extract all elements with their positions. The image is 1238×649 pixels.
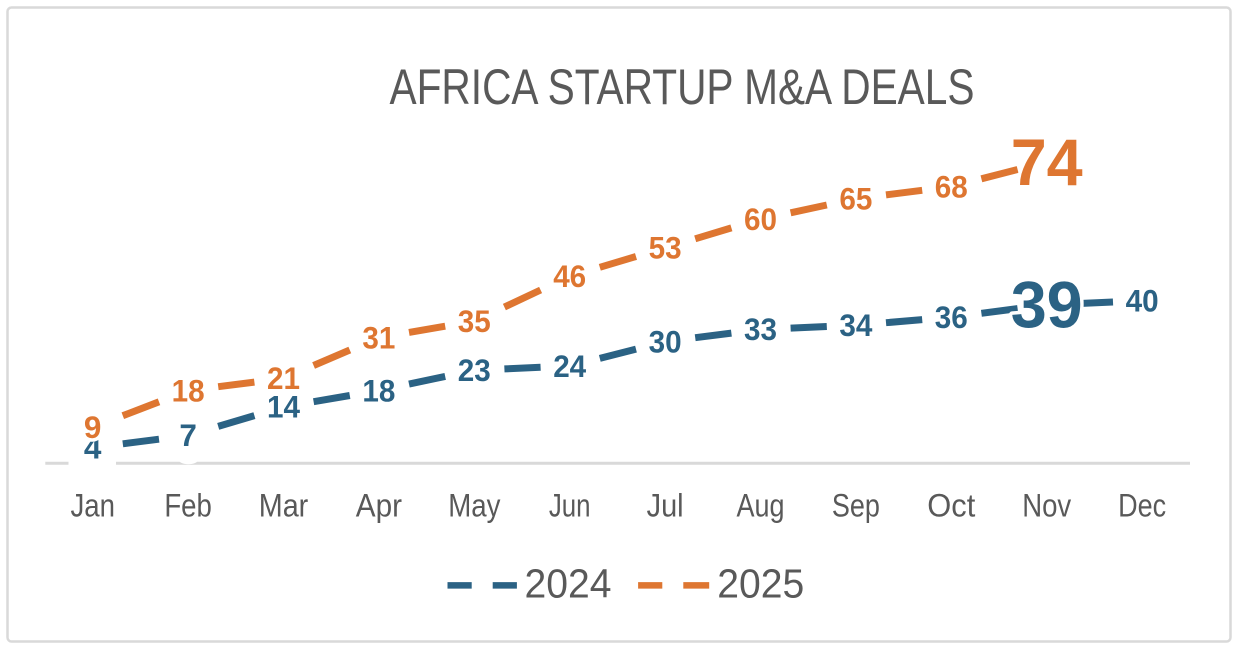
svg-text:60: 60: [744, 201, 777, 237]
svg-text:33: 33: [744, 311, 777, 347]
svg-text:Jan: Jan: [70, 486, 115, 523]
svg-text:68: 68: [935, 168, 968, 204]
svg-text:Mar: Mar: [259, 486, 309, 523]
svg-text:35: 35: [458, 303, 491, 339]
svg-text:14: 14: [267, 389, 300, 425]
svg-text:39: 39: [1011, 268, 1083, 342]
svg-text:18: 18: [362, 372, 395, 408]
svg-text:40: 40: [1126, 283, 1159, 319]
svg-text:31: 31: [362, 319, 395, 355]
svg-text:21: 21: [267, 360, 300, 396]
svg-text:4: 4: [84, 430, 102, 466]
svg-text:23: 23: [458, 352, 491, 388]
svg-text:39: 39: [1011, 268, 1083, 342]
svg-text:18: 18: [362, 372, 395, 408]
svg-text:2025: 2025: [717, 561, 804, 607]
svg-text:35: 35: [458, 303, 491, 339]
svg-text:74: 74: [1011, 125, 1083, 199]
svg-text:Jun: Jun: [549, 486, 591, 523]
svg-text:Nov: Nov: [1022, 486, 1072, 523]
svg-text:68: 68: [935, 168, 968, 204]
svg-text:30: 30: [649, 323, 682, 359]
svg-text:23: 23: [458, 352, 491, 388]
svg-text:Feb: Feb: [164, 486, 212, 523]
svg-text:9: 9: [84, 409, 102, 445]
svg-text:Aug: Aug: [737, 486, 785, 523]
svg-text:7: 7: [179, 417, 197, 453]
svg-text:24: 24: [553, 348, 586, 384]
svg-text:Jul: Jul: [647, 486, 684, 523]
svg-text:May: May: [448, 486, 501, 523]
svg-text:60: 60: [744, 201, 777, 237]
svg-text:65: 65: [839, 181, 872, 217]
svg-text:30: 30: [649, 323, 682, 359]
svg-text:46: 46: [553, 258, 586, 294]
svg-text:40: 40: [1126, 283, 1159, 319]
svg-text:Oct: Oct: [927, 486, 975, 523]
svg-text:18: 18: [172, 372, 205, 408]
svg-text:24: 24: [553, 348, 586, 384]
svg-text:Dec: Dec: [1118, 486, 1166, 523]
svg-text:2024: 2024: [525, 561, 612, 607]
svg-text:36: 36: [935, 299, 968, 335]
svg-text:46: 46: [553, 258, 586, 294]
svg-text:4: 4: [84, 430, 102, 466]
svg-text:36: 36: [935, 299, 968, 335]
svg-text:34: 34: [839, 307, 872, 343]
svg-text:21: 21: [267, 360, 300, 396]
svg-text:34: 34: [839, 307, 872, 343]
svg-text:Sep: Sep: [832, 486, 880, 523]
svg-text:53: 53: [649, 230, 682, 266]
svg-text:7: 7: [179, 417, 197, 453]
svg-text:18: 18: [172, 372, 205, 408]
svg-text:Apr: Apr: [356, 486, 402, 523]
svg-text:9: 9: [84, 409, 102, 445]
svg-text:14: 14: [267, 389, 300, 425]
svg-text:33: 33: [744, 311, 777, 347]
svg-text:53: 53: [649, 230, 682, 266]
svg-text:AFRICA STARTUP M&A DEALS: AFRICA STARTUP M&A DEALS: [390, 59, 975, 115]
svg-text:65: 65: [839, 181, 872, 217]
svg-text:74: 74: [1011, 125, 1083, 199]
svg-text:31: 31: [362, 319, 395, 355]
